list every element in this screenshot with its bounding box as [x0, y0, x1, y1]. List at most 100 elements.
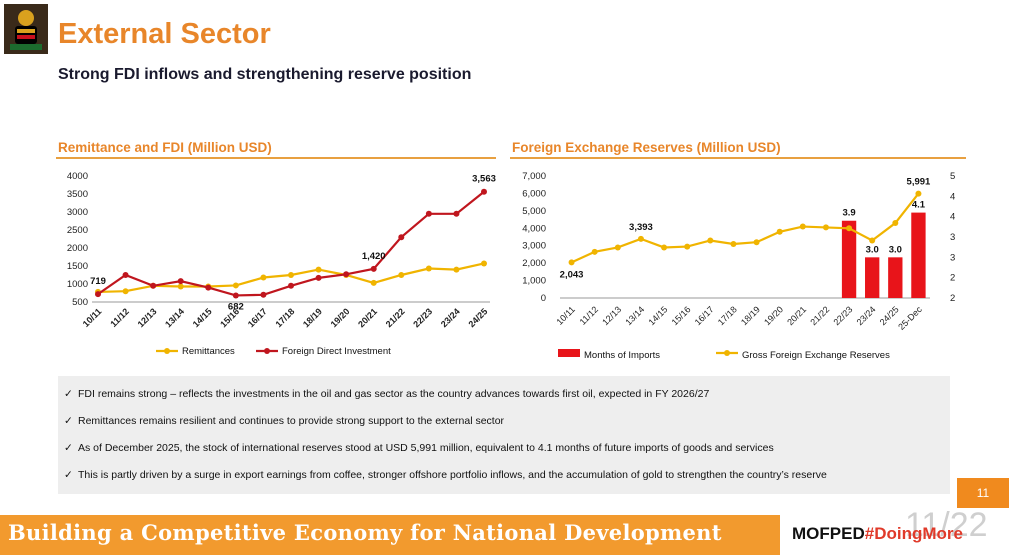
- key-point: ✓ Remittances remains resilient and conti…: [64, 415, 505, 427]
- x-tick-label: 23/24: [855, 304, 878, 327]
- x-tick-label: 18/19: [739, 304, 762, 327]
- x-tick-label: 17/18: [273, 306, 296, 329]
- page-number-badge: 11: [957, 478, 1009, 508]
- fdi-point: [453, 210, 460, 217]
- key-point: ✓ This is partly driven by a surge in exp…: [64, 469, 827, 481]
- x-tick-label: 14/15: [646, 304, 669, 327]
- data-label: 719: [90, 276, 106, 287]
- fdi-point: [205, 284, 212, 291]
- check-icon: ✓: [64, 442, 73, 454]
- y-left-tick-label: 4,000: [522, 223, 546, 234]
- remittances-point: [177, 283, 184, 290]
- y-tick-label: 1500: [67, 261, 88, 272]
- x-tick-label: 17/18: [716, 304, 739, 327]
- fdi-point: [315, 274, 322, 281]
- reserves-point: [730, 240, 737, 247]
- footer-slogan: Building a Competitive Economy for Natio…: [8, 520, 722, 545]
- months-of-imports-bar: [911, 212, 926, 298]
- legend-marker: [724, 350, 730, 356]
- x-tick-label: 18/19: [301, 306, 324, 329]
- fdi-point: [95, 291, 101, 298]
- remittances-point: [425, 265, 432, 272]
- x-tick-label: 20/21: [785, 304, 808, 327]
- x-tick-label: 19/20: [762, 304, 785, 327]
- chart-title-rule: [56, 157, 496, 159]
- reserves-point: [707, 237, 714, 244]
- months-of-imports-bar: [865, 257, 880, 298]
- y-tick-label: 2000: [67, 243, 88, 254]
- fdi-point: [122, 272, 129, 278]
- remittances-point: [370, 279, 377, 286]
- data-label: 682: [228, 301, 244, 312]
- reserves-point: [568, 259, 575, 266]
- key-point: ✓ FDI remains strong – reflects the inves…: [64, 388, 710, 400]
- fdi-point: [343, 271, 350, 278]
- x-tick-label: 16/17: [246, 306, 269, 329]
- y-left-tick-label: 6,000: [522, 188, 546, 199]
- fdi-point: [260, 291, 267, 298]
- x-tick-label: 12/13: [600, 304, 623, 327]
- months-of-imports-bar: [841, 220, 857, 298]
- line-data-label: 2,043: [560, 269, 584, 280]
- fdi-point: [232, 292, 239, 299]
- remittances-point: [288, 272, 294, 278]
- x-tick-label: 19/20: [329, 306, 352, 329]
- fdi-point: [370, 265, 377, 272]
- data-label: 1,420: [362, 251, 386, 262]
- remittances-point: [232, 282, 239, 289]
- reserves-point: [591, 248, 598, 255]
- coat-of-arms-logo: [4, 4, 48, 54]
- data-label: 3,563: [472, 174, 496, 185]
- line-data-label: 3,393: [629, 222, 653, 233]
- y-right-tick-label: 5: [950, 171, 955, 182]
- brand-box: [780, 515, 1024, 555]
- y-tick-label: 4000: [67, 171, 88, 182]
- x-tick-label: 12/13: [136, 306, 159, 329]
- check-icon: ✓: [64, 415, 73, 427]
- y-right-tick-label: 2: [950, 293, 955, 304]
- x-tick-label: 15/16: [670, 304, 693, 327]
- page-subtitle: Strong FDI inflows and strengthening res…: [58, 66, 472, 83]
- x-tick-label: 21/22: [808, 304, 831, 327]
- x-tick-label: 25-Dec: [896, 304, 924, 332]
- y-left-tick-label: 2,000: [522, 258, 546, 269]
- x-tick-label: 13/14: [623, 304, 646, 327]
- y-tick-label: 3500: [67, 189, 88, 200]
- key-point: ✓ As of December 2025, the stock of inter…: [64, 442, 774, 454]
- remittances-point: [315, 266, 322, 273]
- y-left-tick-label: 3,000: [522, 241, 546, 252]
- reserves-point: [892, 220, 899, 227]
- y-left-tick-label: 1,000: [522, 276, 546, 287]
- legend-fdi: Foreign Direct Investment: [282, 346, 391, 357]
- fx-reserves-chart: 0 1,000 2,000 3,000 4,000 5,000 6,000 7,000 2 2 3 3…: [522, 171, 955, 361]
- fdi-point: [288, 282, 294, 289]
- remittance-fdi-chart: 500 1000 1500 2000 2500 3000 3500 4000 10/11 11/1…: [67, 171, 496, 357]
- y-right-tick-label: 4: [950, 212, 955, 223]
- x-tick-label: 14/15: [191, 306, 214, 329]
- legend-marker: [164, 348, 170, 354]
- remittances-point: [260, 274, 267, 281]
- reserves-line: [571, 192, 920, 264]
- reserves-point: [915, 190, 922, 197]
- y-tick-label: 2500: [67, 225, 88, 236]
- x-tick-label: 23/24: [439, 306, 462, 329]
- fdi-point: [177, 278, 184, 285]
- legend-swatch: [558, 349, 580, 357]
- page-counter-watermark: 11/22: [905, 506, 988, 544]
- x-tick-label: 10/11: [81, 306, 104, 329]
- y-tick-label: 3000: [67, 207, 88, 218]
- reserves-point: [637, 235, 644, 242]
- y-right-tick-label: 3: [950, 252, 955, 263]
- fdi-point: [150, 282, 157, 289]
- legend-months-of-imports: Months of Imports: [584, 350, 660, 361]
- legend-marker: [264, 348, 270, 354]
- months-of-imports-bar: [888, 257, 903, 298]
- remittance-fdi-chart-title: Remittance and FDI (Million USD): [58, 140, 272, 155]
- y-left-tick-label: 7,000: [522, 171, 546, 182]
- y-right-tick-label: 2: [950, 273, 955, 284]
- x-tick-label: 11/12: [108, 306, 131, 329]
- y-left-tick-label: 5,000: [522, 206, 546, 217]
- bar-data-label: 4.1: [912, 200, 926, 211]
- x-tick-label: 11/12: [578, 304, 601, 327]
- remittances-point: [122, 288, 129, 295]
